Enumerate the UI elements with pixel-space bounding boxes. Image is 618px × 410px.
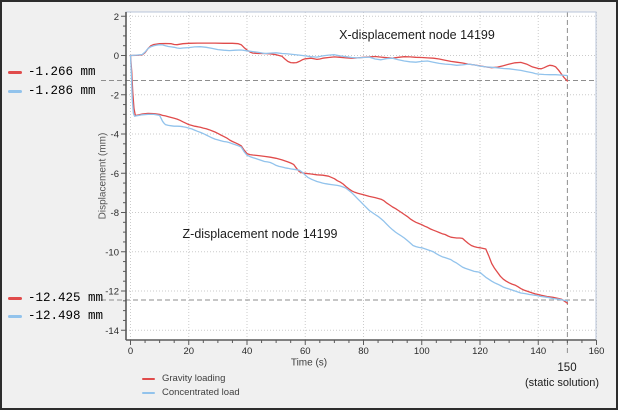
svg-text:-6: -6 — [111, 169, 119, 180]
x-axis-title: Time (s) — [290, 357, 328, 369]
static-solution-time-label: 150 — [557, 362, 577, 374]
static-value-x-gravity: -1.266 mm — [8, 65, 96, 79]
z-displacement-annotation: Z-displacement node 14199 — [182, 227, 338, 241]
static-value-label: -1.266 mm — [28, 65, 96, 79]
concentrated-line-swatch — [142, 391, 155, 394]
concentrated-line-swatch — [8, 314, 22, 318]
svg-text:120: 120 — [472, 346, 488, 357]
svg-text:20: 20 — [183, 346, 194, 357]
y-axis-title: Displacement (mm) — [97, 132, 109, 220]
svg-text:60: 60 — [300, 346, 311, 357]
svg-text:-8: -8 — [111, 208, 119, 219]
concentrated-line-swatch — [8, 89, 22, 93]
svg-text:0: 0 — [128, 346, 133, 357]
legend-label: Concentrated load — [162, 387, 240, 398]
x-displacement-annotation: X-displacement node 14199 — [339, 28, 495, 42]
svg-text:0: 0 — [114, 51, 119, 62]
gravity-line-swatch — [8, 70, 22, 74]
static-value-label: -12.498 mm — [28, 309, 104, 323]
svg-text:-14: -14 — [105, 326, 119, 337]
svg-text:-2: -2 — [111, 90, 119, 101]
svg-text:40: 40 — [242, 346, 253, 357]
static-value-label: -1.286 mm — [28, 84, 96, 98]
static-solution-caption: (static solution) — [525, 377, 599, 389]
legend-label: Gravity loading — [162, 373, 226, 384]
svg-text:-12: -12 — [105, 287, 119, 298]
svg-text:80: 80 — [358, 346, 369, 357]
static-value-z-gravity: -12.425 mm — [8, 291, 103, 305]
gravity-line-swatch — [8, 296, 22, 300]
svg-text:-10: -10 — [105, 247, 119, 258]
svg-text:100: 100 — [414, 346, 430, 357]
legend-item-concentrated-load: Concentrated load — [142, 387, 240, 398]
static-value-x-concentrated: -1.286 mm — [8, 84, 96, 98]
svg-text:2: 2 — [114, 12, 119, 23]
svg-text:-4: -4 — [111, 130, 119, 141]
svg-text:160: 160 — [589, 346, 605, 357]
static-value-z-concentrated: -12.498 mm — [8, 309, 103, 323]
static-value-label: -12.425 mm — [28, 291, 104, 305]
svg-text:140: 140 — [530, 346, 546, 357]
gravity-line-swatch — [142, 377, 155, 380]
legend-item-gravity-loading: Gravity loading — [142, 373, 225, 384]
